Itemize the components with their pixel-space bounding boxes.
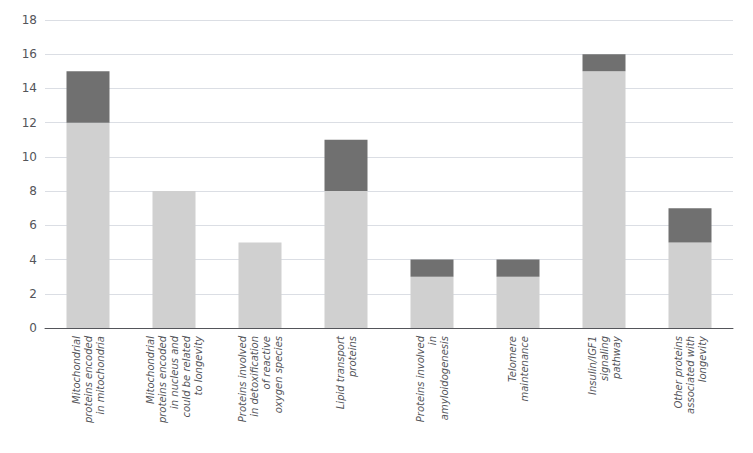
svg-text:Mitochondrial: Mitochondrial [71,336,82,404]
svg-text:of reactive: of reactive [261,336,272,389]
svg-text:Proteins involved: Proteins involved [415,335,426,422]
svg-text:Insulin/IGF1: Insulin/IGF1 [587,336,598,395]
svg-text:Lipid transport: Lipid transport [335,335,346,409]
svg-text:proteins encoded: proteins encoded [83,335,94,424]
svg-text:amyloidogenesis: amyloidogenesis [439,336,450,420]
svg-text:6: 6 [29,218,37,232]
svg-text:in detoxification: in detoxification [249,336,260,417]
svg-text:2: 2 [29,287,37,301]
svg-text:Telomere: Telomere [507,336,518,382]
svg-text:12: 12 [22,116,37,130]
svg-text:could be related: could be related [181,335,192,417]
svg-text:4: 4 [29,253,37,267]
svg-text:Proteins involved: Proteins involved [237,335,248,422]
svg-text:14: 14 [22,81,37,95]
svg-text:Mitochondrial: Mitochondrial [145,336,156,404]
svg-text:associated with: associated with [685,336,696,414]
svg-text:8: 8 [29,184,37,198]
svg-text:in mitochondria: in mitochondria [95,336,106,415]
svg-text:oxygen species: oxygen species [273,336,284,413]
svg-text:16: 16 [22,47,37,61]
svg-text:pathway: pathway [611,335,622,380]
svg-text:signaling: signaling [599,336,610,381]
svg-text:10: 10 [22,150,37,164]
svg-text:longevity: longevity [697,335,708,382]
svg-text:in nucleus and: in nucleus and [169,335,180,409]
svg-text:maintenance: maintenance [519,336,530,402]
svg-text:proteins: proteins [347,336,358,378]
svg-text:0: 0 [29,321,37,335]
svg-text:proteins encoded: proteins encoded [157,335,168,424]
svg-text:Other proteins: Other proteins [673,336,684,409]
svg-text:in: in [427,336,438,345]
svg-text:18: 18 [22,13,37,27]
svg-text:to longevity: to longevity [193,335,204,396]
